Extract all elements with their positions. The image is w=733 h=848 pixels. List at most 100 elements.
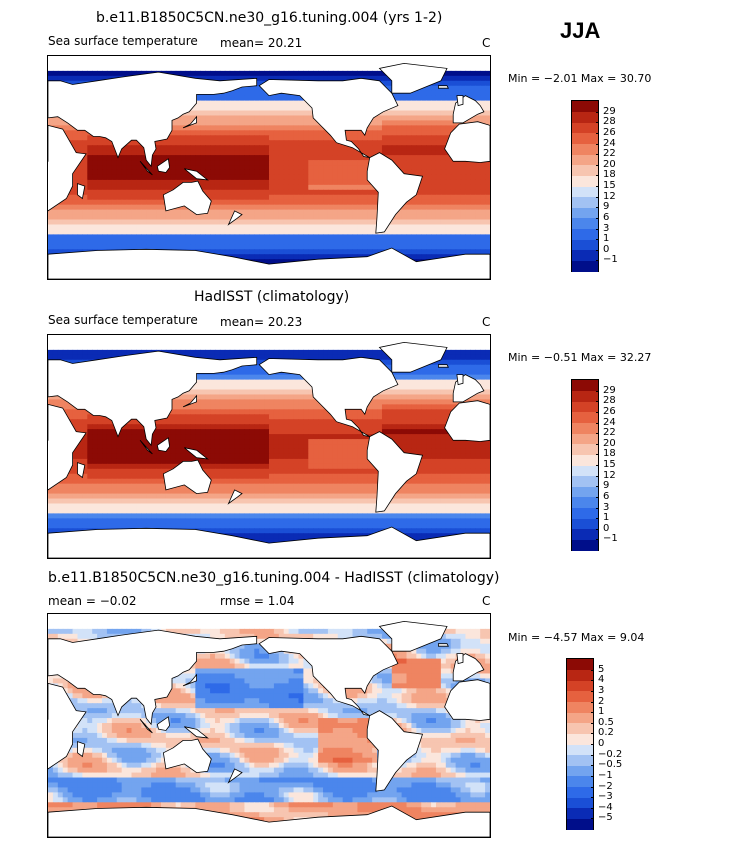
colorbar-swatch	[572, 217, 598, 230]
land-mass	[456, 653, 464, 665]
colorbar-swatch	[567, 659, 593, 671]
colorbar-tick-label: 9	[603, 480, 610, 492]
colorbar-swatch	[572, 486, 598, 498]
colorbar-tick-label: 1	[598, 706, 605, 718]
land-mass	[77, 183, 86, 200]
colorbar-tick-label: −2	[598, 780, 613, 792]
colorbar-tick	[596, 528, 599, 530]
colorbar-swatch	[567, 680, 593, 692]
panel-3-minmax: Min = −4.57 Max = 9.04	[508, 631, 645, 644]
colorbar-box	[566, 658, 594, 830]
colorbar-swatch	[572, 164, 598, 176]
colorbar-tick	[596, 132, 599, 134]
colorbar-tick	[591, 701, 594, 703]
colorbar-tick	[591, 765, 594, 767]
panel-3-mean: mean = −0.02	[48, 594, 137, 608]
colorbar-tick	[591, 797, 594, 799]
land-mass	[139, 719, 153, 734]
colorbar-tick	[591, 680, 594, 682]
colorbar-tick	[591, 690, 594, 692]
colorbar-tick	[596, 111, 599, 113]
colorbar-tick	[591, 786, 594, 788]
panel-2-minmax: Min = −0.51 Max = 32.27	[508, 351, 652, 364]
panel-2-variable: Sea surface temperature	[48, 313, 198, 327]
continent-outlines	[48, 620, 490, 837]
colorbar-swatch	[567, 733, 593, 745]
colorbar-tick	[596, 411, 599, 413]
land-mass	[258, 635, 399, 716]
colorbar-tick-label: −1	[598, 769, 613, 781]
colorbar-tick-label: 20	[603, 437, 616, 449]
colorbar-tick-label: 29	[603, 384, 616, 396]
panel-1-mean: mean= 20.21	[220, 36, 303, 50]
land-mass	[444, 121, 490, 163]
colorbar-tick-label: 24	[603, 137, 616, 149]
colorbar-swatch	[572, 101, 598, 113]
land-mass	[48, 526, 490, 558]
land-mass	[139, 440, 153, 455]
colorbar-tick	[596, 186, 599, 187]
colorbar-tick-label: 3	[598, 684, 605, 696]
colorbar-tick	[596, 207, 599, 209]
land-mass	[227, 210, 243, 226]
colorbar-swatch	[572, 528, 598, 540]
colorbar-tick-label: 0	[598, 738, 605, 749]
land-mass	[437, 364, 449, 368]
land-mass	[227, 489, 243, 505]
land-mass	[48, 682, 87, 770]
land-mass	[48, 124, 87, 212]
land-mass	[77, 741, 86, 758]
colorbar-swatch	[572, 249, 598, 261]
colorbar-swatch	[567, 712, 593, 724]
land-mass	[139, 161, 153, 176]
land-mass	[77, 462, 86, 479]
panel-1-map	[47, 55, 491, 280]
land-mass	[48, 350, 258, 447]
panel-1-title: b.e11.B1850C5CN.ne30_g16.tuning.004 (yrs…	[96, 10, 443, 26]
colorbar-tick-label: 29	[603, 105, 616, 117]
colorbar-tick	[596, 143, 599, 145]
colorbar-tick-label: 26	[603, 126, 616, 138]
colorbar-swatch	[572, 390, 598, 402]
colorbar-tick-label: 3	[603, 222, 610, 234]
colorbar-tick-label: 22	[603, 148, 616, 160]
colorbar-tick-label: 5	[598, 663, 605, 675]
colorbar-tick-label: 9	[603, 201, 610, 213]
land-mass	[162, 459, 212, 495]
colorbar-swatch	[567, 797, 593, 809]
panel-3-map	[47, 613, 491, 838]
colorbar-tick-label: 12	[603, 469, 616, 481]
continent-outlines	[48, 62, 490, 279]
colorbar-swatch	[572, 454, 598, 466]
colorbar-tick-label: 6	[603, 490, 610, 502]
colorbar-swatch	[572, 196, 598, 208]
colorbar-tick-label: −0.5	[598, 759, 623, 771]
panel-1-minmax: Min = −2.01 Max = 30.70	[508, 72, 652, 85]
colorbar-swatch	[572, 122, 598, 134]
land-mass	[48, 629, 258, 726]
land-mass	[162, 180, 212, 216]
panel-1-units: C	[482, 36, 491, 50]
colorbar-tick	[596, 390, 599, 392]
panel-2-mean: mean= 20.23	[220, 315, 303, 329]
colorbar-swatch	[572, 175, 598, 187]
land-mass	[366, 431, 424, 513]
colorbar-swatch	[572, 143, 598, 155]
colorbar-swatch	[572, 496, 598, 509]
colorbar-swatch	[572, 507, 598, 519]
colorbar-tick-label: 1	[603, 233, 610, 245]
colorbar-tick	[591, 669, 594, 671]
colorbar-tick	[596, 164, 599, 166]
colorbar-tick	[591, 712, 594, 714]
land-mass	[156, 158, 171, 173]
colorbar-swatch	[567, 818, 593, 830]
colorbar-tick-label: −1	[603, 254, 618, 266]
panel-1-colorbar: −1 0 1 3 6 9 12 15 18 20 22 24 26 28 29	[571, 100, 631, 274]
land-mass	[366, 710, 424, 792]
colorbar-swatch	[572, 260, 598, 272]
colorbar-swatch	[572, 443, 598, 455]
colorbar-swatch	[572, 228, 598, 240]
land-mass	[258, 356, 399, 437]
land-mass	[378, 341, 448, 373]
season-label: JJA	[560, 18, 601, 43]
